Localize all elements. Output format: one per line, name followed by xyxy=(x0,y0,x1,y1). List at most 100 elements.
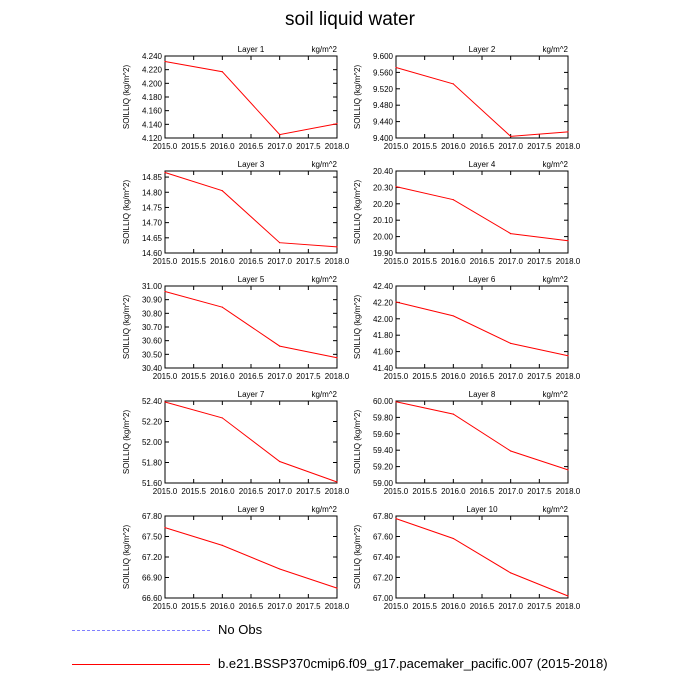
data-point xyxy=(510,233,512,235)
data-point xyxy=(221,417,223,419)
series-line xyxy=(395,186,569,242)
x-tick-label: 2017.0 xyxy=(498,372,523,381)
x-tick-label: 2017.0 xyxy=(267,372,292,381)
data-point xyxy=(567,595,569,597)
x-tick-label: 2016.5 xyxy=(239,372,264,381)
y-tick-label: 59.20 xyxy=(373,463,394,472)
y-tick-label: 60.00 xyxy=(373,397,394,406)
y-tick-label: 4.180 xyxy=(142,93,163,102)
y-tick-label: 9.400 xyxy=(373,134,394,143)
x-tick-label: 2018.0 xyxy=(556,257,581,266)
x-tick-label: 2017.5 xyxy=(296,487,321,496)
data-point xyxy=(336,123,338,125)
data-point xyxy=(510,572,512,574)
data-point xyxy=(395,401,397,403)
layer-panel-5: 30.40 30.50 30.60 30.70 30.80 30.90 31.00 2015.… xyxy=(122,275,350,381)
y-tick-label: 4.140 xyxy=(142,120,163,129)
panel-title: Layer 9 xyxy=(238,505,265,514)
x-tick-label: 2015.0 xyxy=(384,372,409,381)
x-tick-label: 2016.0 xyxy=(210,142,235,151)
y-tick-label: 9.480 xyxy=(373,101,394,110)
y-tick-label: 41.60 xyxy=(373,348,394,357)
x-tick-label: 2018.0 xyxy=(325,142,350,151)
y-axis-label: SOILLIQ (kg/m^2) xyxy=(353,410,362,475)
x-tick-label: 2015.0 xyxy=(384,487,409,496)
series-line xyxy=(164,401,338,483)
data-point xyxy=(567,469,569,471)
x-tick-label: 2016.0 xyxy=(441,602,466,611)
x-tick-label: 2016.0 xyxy=(441,487,466,496)
x-tick-label: 2017.0 xyxy=(498,142,523,151)
y-tick-label: 66.60 xyxy=(142,594,163,603)
data-point xyxy=(164,527,166,529)
layer-panel-1: 4.120 4.140 4.160 4.180 4.200 4.220 4.240 2015.… xyxy=(122,45,350,151)
x-tick-label: 2017.5 xyxy=(527,602,552,611)
data-point xyxy=(336,357,338,359)
x-tick-label: 2016.0 xyxy=(441,142,466,151)
x-tick-label: 2017.5 xyxy=(527,142,552,151)
y-tick-label: 9.560 xyxy=(373,68,394,77)
x-tick-label: 2017.5 xyxy=(527,487,552,496)
y-tick-label: 14.85 xyxy=(142,173,163,182)
y-tick-label: 14.75 xyxy=(142,203,163,212)
y-tick-label: 42.40 xyxy=(373,282,394,291)
y-tick-label: 67.60 xyxy=(373,533,394,542)
y-tick-label: 14.70 xyxy=(142,219,163,228)
y-axis-label: SOILLIQ (kg/m^2) xyxy=(122,295,131,360)
y-tick-label: 31.00 xyxy=(142,282,163,291)
x-tick-label: 2018.0 xyxy=(325,372,350,381)
y-tick-label: 20.00 xyxy=(373,233,394,242)
y-tick-label: 30.70 xyxy=(142,323,163,332)
y-tick-label: 59.80 xyxy=(373,413,394,422)
x-tick-label: 2018.0 xyxy=(325,602,350,611)
y-tick-label: 19.90 xyxy=(373,249,394,258)
x-tick-label: 2015.5 xyxy=(181,142,206,151)
series-line xyxy=(164,291,338,359)
x-tick-label: 2018.0 xyxy=(325,487,350,496)
layer-panel-8: 59.00 59.20 59.40 59.60 59.80 60.00 2015.0 2015… xyxy=(353,390,581,496)
y-tick-label: 30.80 xyxy=(142,309,163,318)
x-tick-label: 2015.5 xyxy=(412,257,437,266)
x-tick-label: 2015.5 xyxy=(181,372,206,381)
data-point xyxy=(452,413,454,415)
x-tick-label: 2016.5 xyxy=(470,372,495,381)
y-tick-label: 14.60 xyxy=(142,249,163,258)
y-tick-label: 20.10 xyxy=(373,216,394,225)
data-point xyxy=(395,66,397,69)
y-tick-label: 42.20 xyxy=(373,298,394,307)
data-point xyxy=(279,345,281,347)
y-tick-label: 14.65 xyxy=(142,234,163,243)
y-tick-label: 4.220 xyxy=(142,66,163,75)
data-point xyxy=(336,246,338,248)
plot-frame xyxy=(395,285,569,369)
y-tick-label: 20.40 xyxy=(373,167,394,176)
plot-frame xyxy=(164,170,338,254)
data-point xyxy=(510,342,512,344)
series-line xyxy=(395,67,569,137)
series-line xyxy=(164,527,338,589)
y-tick-label: 30.60 xyxy=(142,337,163,346)
x-tick-label: 2015.0 xyxy=(153,602,178,611)
figure-title: soil liquid water xyxy=(285,9,415,30)
y-tick-label: 67.20 xyxy=(373,574,394,583)
y-tick-label: 9.520 xyxy=(373,85,394,94)
x-tick-label: 2017.0 xyxy=(498,257,523,266)
y-tick-label: 67.40 xyxy=(373,553,394,562)
panel-units: kg/m^2 xyxy=(311,505,337,514)
x-tick-label: 2016.0 xyxy=(210,372,235,381)
layer-panel-9: 66.60 66.90 67.20 67.50 67.80 2015.0 2015.5 201… xyxy=(122,505,350,611)
y-tick-label: 4.120 xyxy=(142,134,163,143)
x-tick-label: 2017.0 xyxy=(267,487,292,496)
x-tick-label: 2016.0 xyxy=(441,257,466,266)
y-tick-label: 4.200 xyxy=(142,79,163,88)
x-tick-label: 2016.5 xyxy=(470,142,495,151)
y-axis-label: SOILLIQ (kg/m^2) xyxy=(122,65,131,130)
panel-units: kg/m^2 xyxy=(542,275,568,284)
data-point xyxy=(336,481,338,483)
legend-obs-label: No Obs xyxy=(218,622,263,637)
data-point xyxy=(279,460,281,463)
data-point xyxy=(279,133,281,136)
y-tick-label: 9.440 xyxy=(373,118,394,127)
y-tick-label: 4.160 xyxy=(142,107,163,116)
y-tick-label: 66.90 xyxy=(142,574,163,583)
